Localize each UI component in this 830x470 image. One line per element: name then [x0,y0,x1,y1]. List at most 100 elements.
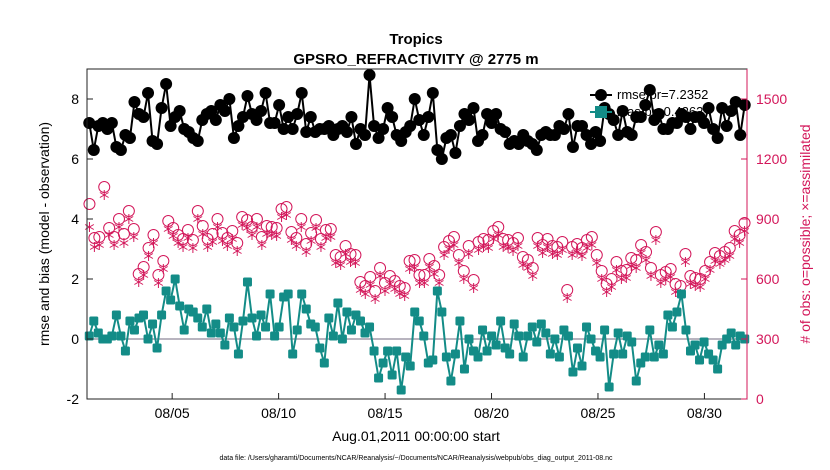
bias-point [139,310,149,320]
bias-point [157,310,167,320]
bias-point [536,319,546,329]
obs-assimilated-stroke [429,271,439,277]
obs-assimilated-stroke [173,240,183,246]
rmse-point [594,135,607,147]
bias-point [301,304,311,314]
obs-assimilated-stroke [198,231,208,237]
obs-assimilated-point [488,234,498,244]
obs-assimilated-point [301,247,311,257]
bias-point [161,286,171,296]
obs-assimilated-point [217,236,228,246]
bias-point [125,316,135,326]
obs-assimilated-point [552,250,562,260]
obs-assimilated-point [636,248,646,258]
obs-assimilated-point [119,238,129,248]
rmse-point [368,120,381,132]
obs-assimilated-stroke [518,262,528,268]
x-tick-label: 08/05 [155,405,190,421]
bias-point [256,310,266,320]
obs-assimilated-series [84,190,750,304]
bias-point [518,352,528,362]
obs-assimilated-point [587,240,597,250]
obs-assimilated-stroke [537,250,548,256]
obs-assimilated-point [385,279,395,289]
bias-point [270,331,280,341]
obs-assimilated-stroke [444,246,454,252]
rmse-point [386,111,399,123]
bias-point [283,289,293,299]
obs-assimilated-stroke [705,267,715,273]
obs-assimilated-point [281,210,292,220]
bias-point [645,325,655,335]
bias-point [550,334,560,344]
rmse-point [164,120,177,132]
bias-point [419,331,429,341]
obs-assimilated-point [533,241,543,251]
rmse-point [340,126,353,138]
obs-assimilated-stroke [587,242,597,248]
obs-assimilated-point [242,223,252,233]
obs-assimilated-point [439,250,449,260]
obs-assimilated-point [296,222,306,232]
obs-assimilated-stroke [528,273,538,279]
bias-point [410,307,420,317]
obs-assimilated-stroke [331,260,341,266]
bias-point [699,337,709,347]
rmse-point [612,129,625,141]
obs-assimilated-point [577,251,587,261]
obs-assimilated-stroke [242,225,252,231]
obs-assimilated-stroke [129,234,139,240]
obs-assimilated-stroke [710,258,720,264]
bias-point [527,322,537,332]
obs-assimilated-stroke [232,248,242,254]
rmse-point [304,111,317,123]
obs-assimilated-stroke [592,260,602,266]
obs-assimilated-point [646,271,656,281]
bias-point [355,316,365,326]
rmse-point [259,87,272,99]
obs-assimilated-point [424,262,434,272]
obs-assimilated-point [188,243,198,253]
obs-assimilated-point [183,233,193,243]
y-left-tick-label: 0 [71,331,79,347]
y-right-tick-label: 900 [756,211,780,227]
obs-assimilated-point [449,240,459,250]
y-axis-left-label: rmse and bias (model - observation) [36,122,52,346]
rmse-point [548,129,561,141]
obs-assimilated-stroke [449,242,459,248]
obs-assimilated-stroke [523,265,533,271]
obs-assimilated-stroke [311,225,321,231]
bias-point [401,352,411,362]
rmse-point [707,123,720,135]
bias-point [545,349,555,359]
obs-assimilated-stroke [340,251,351,257]
obs-assimilated-stroke [395,291,405,297]
bias-point [170,274,180,284]
obs-assimilated-point [725,251,735,261]
bias-point [613,328,623,338]
obs-assimilated-point [528,271,538,281]
rmse-point [191,135,204,147]
obs-assimilated-stroke [316,244,326,250]
obs-assimilated-stroke [203,244,213,250]
rmse-point [277,123,290,135]
bias-point [713,364,723,374]
obs-assimilated-stroke [715,261,725,267]
obs-assimilated-point [469,283,479,293]
obs-assimilated-point [178,242,188,252]
obs-assimilated-stroke [183,235,193,241]
obs-assimilated-point [380,286,390,296]
obs-assimilated-point [124,214,134,224]
obs-assimilated-point [163,224,173,234]
obs-assimilated-stroke [434,280,444,286]
obs-assimilated-point [602,287,612,297]
rmse-point [151,138,164,150]
obs-assimilated-point [390,284,400,294]
bias-point [337,334,347,344]
obs-assimilated-point [626,261,636,271]
obs-assimilated-point [705,265,715,275]
rmse-point [142,87,155,99]
rmse-point [639,99,652,111]
obs-assimilated-point [680,257,691,267]
rmse-point [716,102,729,114]
